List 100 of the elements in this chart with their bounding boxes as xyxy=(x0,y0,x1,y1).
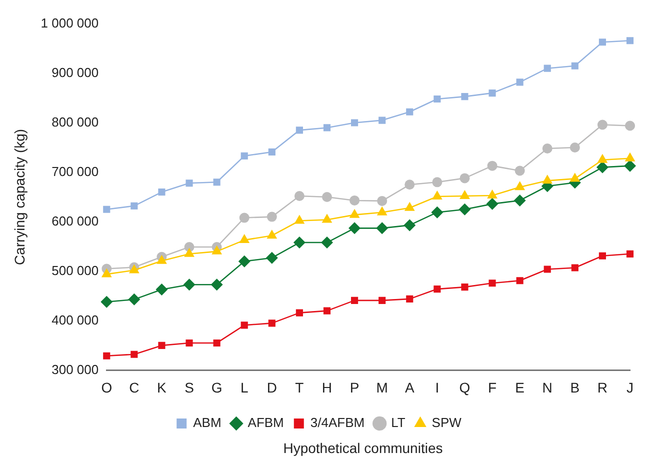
point xyxy=(487,160,498,171)
point xyxy=(294,191,304,202)
point xyxy=(101,268,112,278)
point xyxy=(406,108,414,116)
point xyxy=(461,93,468,100)
point xyxy=(184,248,194,257)
point xyxy=(156,254,167,264)
point xyxy=(514,181,526,190)
point xyxy=(349,208,360,218)
x-tick-label: A xyxy=(404,379,415,396)
point xyxy=(240,152,248,160)
point xyxy=(596,161,608,174)
x-tick-label: Q xyxy=(459,379,470,396)
point xyxy=(460,190,470,200)
point xyxy=(239,212,250,223)
x-tick-label: G xyxy=(211,379,222,396)
point xyxy=(434,286,441,293)
point xyxy=(213,339,220,347)
point xyxy=(486,198,498,210)
point xyxy=(351,296,358,304)
point xyxy=(544,266,551,273)
y-tick-label: 600 000 xyxy=(52,213,99,228)
point xyxy=(487,190,498,199)
point xyxy=(103,352,110,360)
point xyxy=(404,180,415,190)
y-tick-label: 300 000 xyxy=(52,362,99,377)
x-tick-label: R xyxy=(597,379,608,396)
point xyxy=(542,144,552,154)
y-tick-label: 900 000 xyxy=(52,64,99,80)
point xyxy=(239,234,250,244)
point xyxy=(432,177,442,188)
point xyxy=(158,342,166,349)
point xyxy=(625,120,635,131)
point xyxy=(322,214,332,223)
y-tick-label: 800 000 xyxy=(52,114,99,130)
point xyxy=(544,64,551,72)
x-tick-label: C xyxy=(129,379,140,396)
x-tick-label: I xyxy=(435,379,440,396)
x-tick-label: E xyxy=(515,379,524,396)
point xyxy=(322,192,332,202)
point xyxy=(293,236,306,249)
legend-label: SPW xyxy=(432,415,462,430)
x-tick-label: N xyxy=(542,379,552,396)
point xyxy=(128,293,140,306)
x-tick-label: M xyxy=(376,379,388,396)
point xyxy=(570,172,580,182)
point xyxy=(266,252,278,264)
point xyxy=(238,255,250,268)
point xyxy=(377,196,388,206)
point xyxy=(434,95,441,103)
point xyxy=(432,190,442,200)
point xyxy=(212,245,222,254)
point xyxy=(598,38,606,46)
legend-label: AFBM xyxy=(248,415,284,430)
point xyxy=(321,236,333,249)
point xyxy=(266,212,277,222)
x-tick-label: K xyxy=(157,379,168,396)
point xyxy=(624,152,636,162)
legend-label: ABM xyxy=(193,415,222,430)
point xyxy=(597,120,608,130)
point xyxy=(103,206,110,213)
point xyxy=(213,178,220,186)
x-tick-label: B xyxy=(570,379,580,396)
y-tick-label: 1 000 000 xyxy=(40,15,99,30)
point xyxy=(323,124,331,132)
point xyxy=(240,322,248,329)
point xyxy=(268,320,276,327)
point xyxy=(376,206,388,216)
point xyxy=(378,116,386,124)
point xyxy=(378,296,386,304)
point xyxy=(460,173,470,184)
point xyxy=(268,148,276,156)
point xyxy=(626,250,634,258)
point xyxy=(404,219,416,232)
x-axis-title: Hypothetical communities xyxy=(282,440,444,456)
point xyxy=(571,62,578,70)
x-tick-label: J xyxy=(626,379,634,396)
point xyxy=(351,119,358,126)
x-tick-label: T xyxy=(295,379,304,396)
point xyxy=(130,202,138,210)
legend-label: LT xyxy=(391,415,406,430)
y-tick-label: 400 000 xyxy=(52,312,99,328)
point xyxy=(266,230,278,239)
y-axis-title: Carrying capacity (kg) xyxy=(11,128,28,266)
point xyxy=(516,277,524,284)
point xyxy=(404,202,415,211)
point xyxy=(186,339,193,347)
y-tick-label: 500 000 xyxy=(52,262,99,278)
point xyxy=(130,350,138,358)
point xyxy=(624,160,636,172)
point xyxy=(488,90,496,97)
point xyxy=(296,126,303,134)
point xyxy=(183,278,196,291)
point xyxy=(350,195,360,206)
point xyxy=(570,142,580,153)
point xyxy=(210,278,223,291)
point xyxy=(597,154,608,163)
point xyxy=(458,203,471,216)
point xyxy=(598,252,606,260)
point xyxy=(158,188,166,196)
